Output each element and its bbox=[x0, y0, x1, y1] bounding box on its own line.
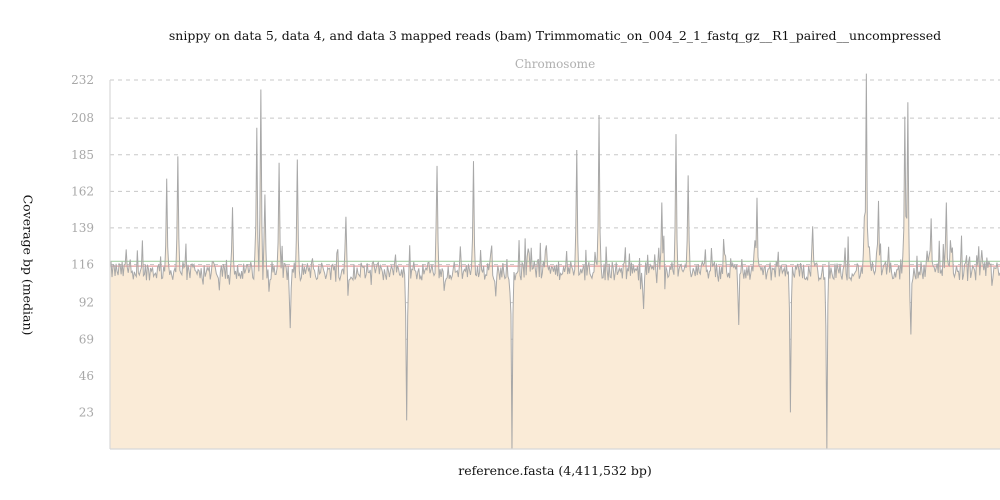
y-tick-labels: 23 46 69 92 116 139 162 185 208 232 bbox=[71, 73, 94, 419]
panel-label: Chromosome bbox=[515, 57, 595, 71]
y-tick-label: 92 bbox=[79, 296, 94, 310]
y-tick-label: 162 bbox=[71, 184, 94, 198]
y-tick-label: 116 bbox=[71, 258, 94, 272]
y-tick-label: 185 bbox=[71, 148, 94, 162]
y-tick-label: 208 bbox=[71, 111, 94, 125]
y-tick-label: 139 bbox=[71, 221, 94, 235]
y-tick-label: 232 bbox=[71, 73, 94, 87]
y-tick-label: 69 bbox=[79, 332, 94, 346]
coverage-line bbox=[109, 73, 1000, 450]
y-tick-label: 46 bbox=[79, 369, 94, 383]
coverage-area bbox=[110, 73, 1000, 449]
y-tick-label: 23 bbox=[79, 405, 94, 419]
x-axis-label: reference.fasta (4,411,532 bp) bbox=[458, 463, 652, 478]
axes bbox=[109, 80, 1000, 450]
chart-title: snippy on data 5, data 4, and data 3 map… bbox=[168, 28, 942, 43]
